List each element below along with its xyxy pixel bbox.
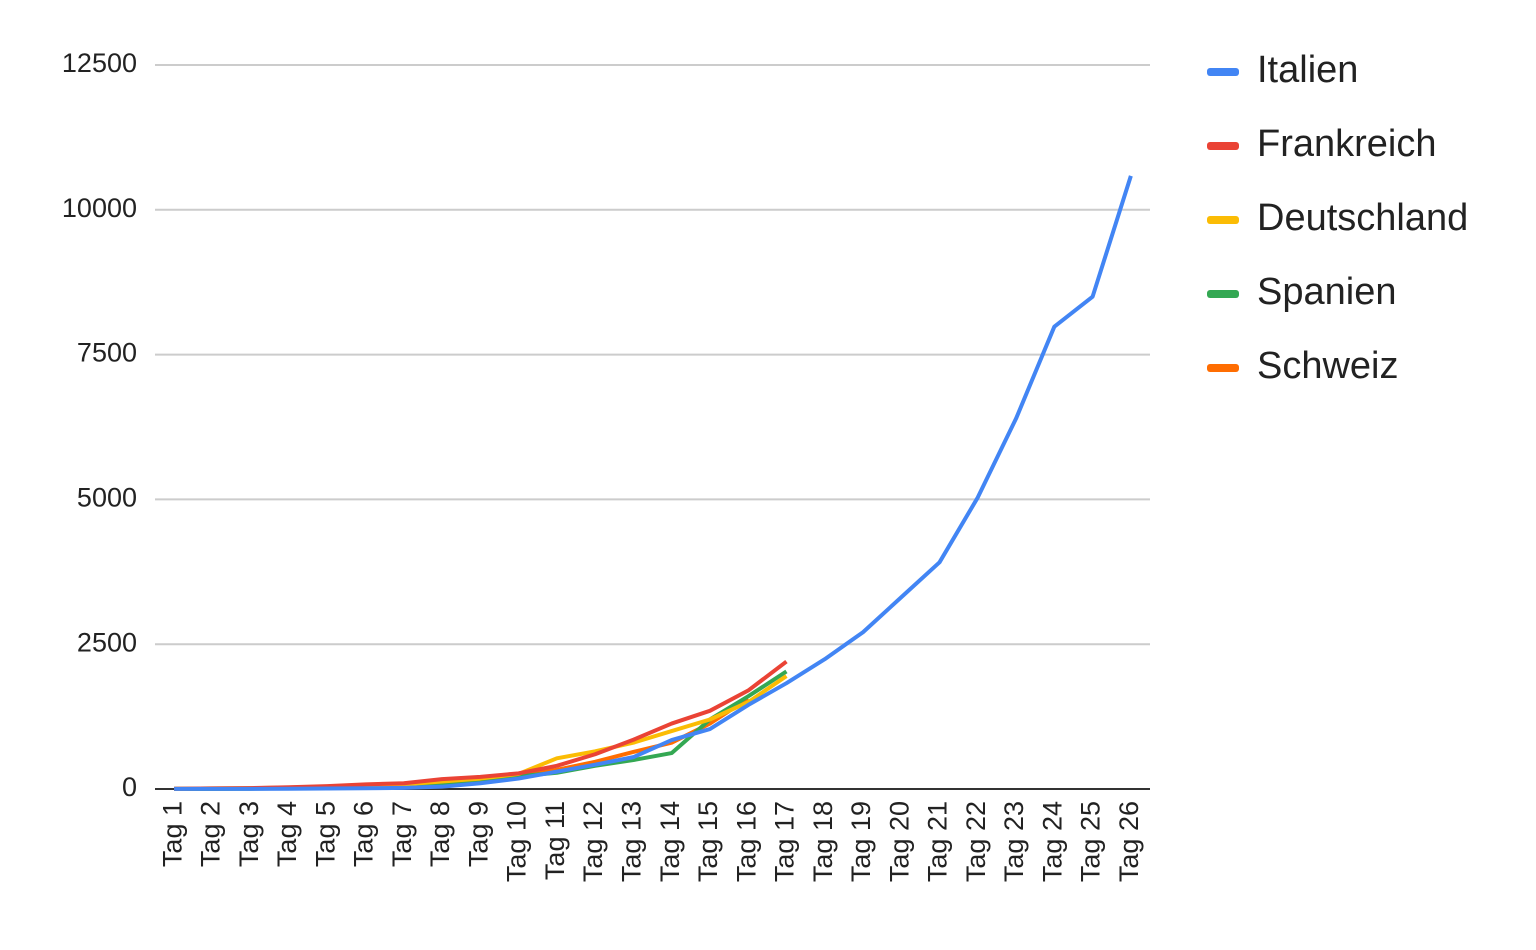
x-tick-label: Tag 2	[196, 801, 226, 867]
line-series	[174, 175, 1133, 791]
y-tick-label: 12500	[62, 48, 137, 78]
x-tick-label: Tag 13	[616, 801, 646, 882]
x-tick-label: Tag 21	[923, 801, 953, 882]
legend-label: Schweiz	[1257, 345, 1399, 387]
y-tick-label: 10000	[62, 193, 137, 223]
x-tick-label: Tag 12	[578, 801, 608, 882]
x-tick-label: Tag 17	[770, 801, 800, 882]
x-tick-label: Tag 16	[731, 801, 761, 882]
legend-label: Deutschland	[1257, 197, 1468, 239]
x-tick-label: Tag 23	[999, 801, 1029, 882]
x-tick-label: Tag 4	[272, 801, 302, 867]
y-tick-label: 0	[122, 772, 137, 802]
y-tick-label: 5000	[77, 483, 137, 513]
y-tick-label: 2500	[77, 627, 137, 657]
x-tick-label: Tag 3	[234, 801, 264, 867]
x-tick-label: Tag 24	[1037, 801, 1067, 882]
x-tick-label: Tag 15	[693, 801, 723, 882]
legend-swatch	[1207, 364, 1239, 372]
legend-swatch	[1207, 216, 1239, 224]
x-tick-label: Tag 18	[808, 801, 838, 882]
x-tick-label: Tag 7	[387, 801, 417, 867]
x-tick-label: Tag 14	[655, 801, 685, 882]
x-tick-label: Tag 11	[540, 801, 570, 880]
legend-label: Italien	[1257, 49, 1358, 91]
x-tick-label: Tag 20	[884, 801, 914, 882]
legend-swatch	[1207, 290, 1239, 298]
x-tick-label: Tag 10	[502, 801, 532, 882]
legend-swatch	[1207, 68, 1239, 76]
legend-label: Frankreich	[1257, 123, 1437, 165]
x-tick-label: Tag 25	[1076, 801, 1106, 882]
x-tick-label: Tag 19	[846, 801, 876, 882]
y-tick-label: 7500	[77, 338, 137, 368]
x-tick-label: Tag 1	[157, 801, 187, 867]
x-tick-label: Tag 8	[425, 801, 455, 867]
legend-swatch	[1207, 142, 1239, 150]
x-tick-label: Tag 6	[349, 801, 379, 867]
x-tick-label: Tag 22	[961, 801, 991, 882]
x-tick-label: Tag 9	[463, 801, 493, 867]
x-tick-label: Tag 26	[1114, 801, 1144, 882]
legend-label: Spanien	[1257, 271, 1396, 313]
x-tick-label: Tag 5	[310, 801, 340, 867]
